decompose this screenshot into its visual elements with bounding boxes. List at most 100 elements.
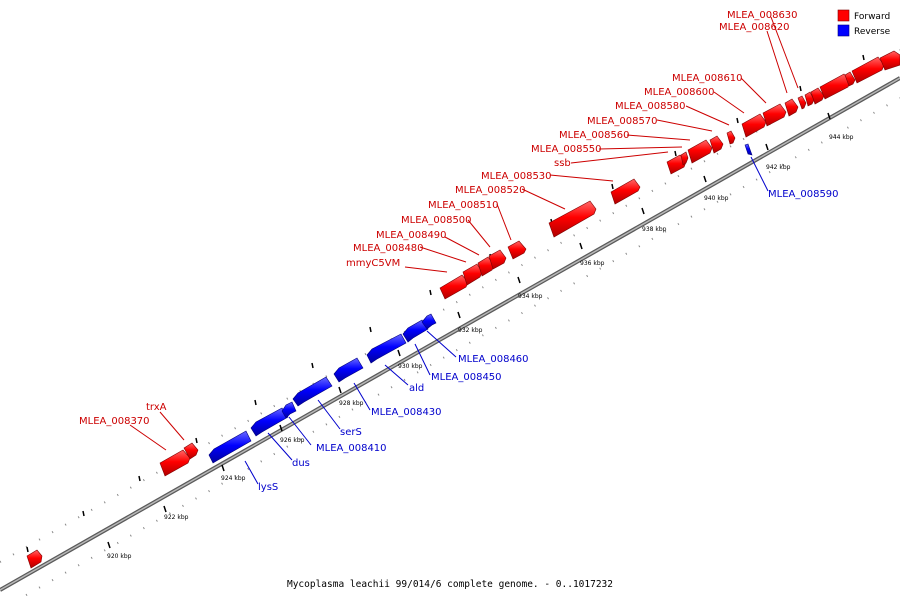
gene-mlea-008550[interactable]	[680, 151, 689, 166]
gene-dus[interactable]	[250, 407, 289, 437]
label-mlea-008410: MLEA_008410	[316, 443, 387, 454]
label-mlea-008560: MLEA_008560	[559, 130, 630, 141]
axis-ticks: 920 kbp 922 kbp 924 kbp 926 kbp 928 kbp …	[107, 112, 854, 560]
label-mlea-008580: MLEA_008580	[615, 101, 686, 112]
genome-caption: Mycoplasma leachii 99/014/6 complete gen…	[287, 579, 613, 590]
gene-mlea-008630[interactable]	[797, 95, 807, 110]
label-mlea-008480: MLEA_008480	[353, 243, 424, 254]
axis-tick: 934 kbp	[517, 276, 543, 300]
tick-label: 926 kbp	[280, 437, 305, 444]
axis-tick: 932 kbp	[457, 311, 483, 334]
tick-label: 924 kbp	[221, 475, 246, 482]
gene-mmyc5vm[interactable]	[439, 274, 469, 300]
gene-sers[interactable]	[292, 376, 333, 407]
axis-tick: 930 kbp	[397, 349, 423, 370]
minor-ticks	[26, 54, 865, 553]
label-trxa: trxA	[146, 402, 167, 413]
gene-mlea-008580[interactable]	[726, 130, 736, 145]
label-mmyc5vm: mmyC5VM	[346, 258, 400, 269]
gene-mlea-008500[interactable]	[488, 249, 507, 270]
label-mlea-008590: MLEA_008590	[768, 189, 839, 200]
label-mlea-008460: MLEA_008460	[458, 354, 529, 365]
gene-mlea-008530[interactable]	[610, 178, 641, 205]
gene-ssb[interactable]	[666, 154, 687, 175]
gene-forward[interactable]	[879, 50, 900, 71]
label-mlea-008510: MLEA_008510	[428, 200, 499, 211]
gene-mlea-008510[interactable]	[507, 240, 527, 260]
label-mlea-008430: MLEA_008430	[371, 407, 442, 418]
reverse-guide-track	[15, 97, 900, 600]
label-mlea-008520: MLEA_008520	[455, 185, 526, 196]
gene-mlea-008620[interactable]	[784, 98, 799, 117]
axis-tick: 928 kbp	[338, 386, 364, 407]
label-mlea-008450: MLEA_008450	[431, 372, 502, 383]
gene-mlea-008600[interactable]	[741, 113, 767, 138]
tick-label: 944 kbp	[829, 134, 854, 141]
tick-label: 940 kbp	[704, 195, 729, 202]
axis-tick: 944 kbp	[827, 112, 854, 141]
forward-gene-labels: MLEA_008370 trxA mmyC5VM MLEA_008480 MLE…	[79, 10, 798, 427]
axis-tick: 922 kbp	[163, 505, 189, 521]
gene-mlea-008450[interactable]	[402, 319, 429, 343]
tick-label: 920 kbp	[107, 553, 132, 560]
legend-forward-swatch	[837, 9, 850, 22]
label-mlea-008550: MLEA_008550	[531, 144, 602, 155]
reverse-leader-lines	[244, 156, 769, 485]
gene-lyss[interactable]	[208, 430, 252, 464]
axis-tick: 920 kbp	[107, 541, 132, 560]
tick-label: 930 kbp	[398, 363, 423, 370]
legend-reverse-swatch	[837, 24, 850, 37]
label-mlea-008610: MLEA_008610	[672, 73, 743, 84]
tick-label: 934 kbp	[518, 293, 543, 300]
legend: Forward Reverse	[837, 9, 891, 37]
label-mlea-008570: MLEA_008570	[587, 116, 658, 127]
axis-tick: 936 kbp	[579, 242, 605, 267]
reverse-genes	[208, 143, 753, 464]
tick-label: 922 kbp	[164, 514, 189, 521]
label-dus: dus	[292, 458, 310, 469]
tick-label: 928 kbp	[339, 400, 364, 407]
gene-forward[interactable]	[804, 91, 815, 107]
label-lyss: lysS	[258, 482, 278, 493]
gene-mlea-008430[interactable]	[333, 357, 364, 383]
label-mlea-008600: MLEA_008600	[644, 87, 715, 98]
label-mlea-008620: MLEA_008620	[719, 22, 790, 33]
gene-forward[interactable]	[26, 549, 43, 569]
gene-mlea-008520[interactable]	[548, 200, 597, 238]
tick-label: 936 kbp	[580, 260, 605, 267]
gene-mlea-008610[interactable]	[762, 103, 787, 127]
tick-label: 942 kbp	[766, 164, 791, 171]
axis-tick: 926 kbp	[279, 424, 305, 444]
axis-tick: 940 kbp	[703, 175, 729, 202]
gene-ald[interactable]	[366, 333, 407, 364]
gene-mlea-008590[interactable]	[744, 143, 753, 156]
gene-trxa[interactable]	[183, 442, 199, 460]
reverse-gene-labels: lysS dus MLEA_008410 serS MLEA_008430 al…	[258, 189, 839, 493]
gene-forward[interactable]	[810, 87, 825, 105]
axis-tick: 924 kbp	[221, 464, 246, 482]
forward-genes	[26, 50, 900, 569]
label-mlea-008630: MLEA_008630	[727, 10, 798, 21]
tick-label: 938 kbp	[642, 226, 667, 233]
genome-axis	[0, 76, 900, 592]
gene-forward[interactable]	[819, 73, 851, 100]
gene-mlea-008570[interactable]	[709, 135, 724, 154]
label-mlea-008370: MLEA_008370	[79, 416, 150, 427]
legend-reverse-label: Reverse	[854, 27, 891, 37]
gene-mlea-008410[interactable]	[281, 401, 297, 419]
label-sers: serS	[340, 427, 362, 438]
gene-mlea-008560[interactable]	[687, 139, 713, 164]
label-mlea-008500: MLEA_008500	[401, 215, 472, 226]
label-ald: ald	[409, 383, 424, 394]
gene-forward[interactable]	[844, 71, 856, 87]
label-mlea-008530: MLEA_008530	[481, 171, 552, 182]
label-mlea-008490: MLEA_008490	[376, 230, 447, 241]
gene-mlea-008460[interactable]	[421, 313, 437, 330]
gene-mlea-008480[interactable]	[462, 263, 483, 286]
gene-forward[interactable]	[851, 56, 885, 84]
axis-tick: 938 kbp	[641, 207, 667, 233]
label-ssb: ssb	[554, 158, 571, 169]
gene-mlea-008370[interactable]	[159, 449, 191, 477]
legend-forward-label: Forward	[854, 12, 890, 22]
